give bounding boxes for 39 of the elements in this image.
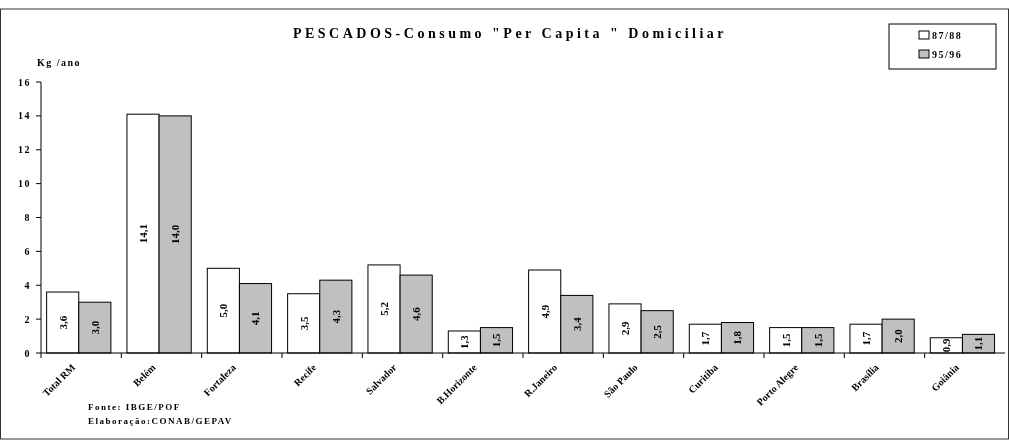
y-tick-label: 0 xyxy=(24,347,31,359)
y-axis-title: Kg /ano xyxy=(37,57,82,68)
data-label: 1,5 xyxy=(779,332,792,348)
y-tick-label: 14 xyxy=(18,110,31,122)
data-label: 1,7 xyxy=(860,331,873,346)
data-label: 1,1 xyxy=(972,336,985,351)
data-label: 2,9 xyxy=(619,321,632,336)
data-label: 14,1 xyxy=(137,223,150,244)
data-label: 3,5 xyxy=(297,315,310,331)
data-label: 1,5 xyxy=(490,332,503,348)
y-tick-label: 8 xyxy=(24,212,31,223)
legend-label: 87/88 xyxy=(932,29,963,41)
data-label: 4,1 xyxy=(249,311,262,326)
data-label: 3,0 xyxy=(88,320,101,335)
y-tick-label: 16 xyxy=(18,76,31,88)
y-tick-label: 2 xyxy=(24,313,31,325)
y-tick-label: 4 xyxy=(24,279,31,291)
legend-label: 95/96 xyxy=(932,48,963,60)
data-label: 1,5 xyxy=(811,332,824,348)
data-label: 5,0 xyxy=(217,303,230,318)
data-label: 2,5 xyxy=(651,324,664,339)
data-label: 0,9 xyxy=(940,338,953,353)
y-tick-label: 6 xyxy=(24,245,31,257)
data-label: 4,3 xyxy=(329,309,342,324)
text: Elaboração:CONAB/GEPAV xyxy=(88,416,233,426)
y-tick-label: 10 xyxy=(18,178,31,190)
data-label: 2,0 xyxy=(892,328,905,343)
data-label: 4,6 xyxy=(410,306,423,321)
data-label: 1,3 xyxy=(458,334,471,349)
data-label: 3,4 xyxy=(570,316,583,332)
data-label: 4,9 xyxy=(538,304,551,319)
source-note: Fonte: IBGE/POF xyxy=(88,402,181,412)
data-label: 14,0 xyxy=(169,224,182,245)
chart-title: PESCADOS-Consumo "Per Capita " Domiciliar xyxy=(292,26,728,41)
data-label: 1,7 xyxy=(699,331,712,346)
data-label: 5,2 xyxy=(378,301,391,316)
data-label: 1,8 xyxy=(731,330,744,345)
y-tick-label: 12 xyxy=(18,144,31,156)
data-label: 3,6 xyxy=(56,315,69,330)
